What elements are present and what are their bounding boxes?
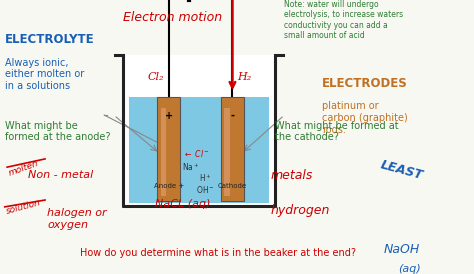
Text: NaOH: NaOH <box>384 243 420 256</box>
Text: metals: metals <box>270 169 312 182</box>
Text: How do you determine what is in the beaker at the end?: How do you determine what is in the beak… <box>80 249 356 258</box>
Text: H₂: H₂ <box>237 72 251 82</box>
Text: -: - <box>230 111 235 121</box>
Bar <box>157 97 180 201</box>
Text: solution: solution <box>5 198 42 216</box>
Bar <box>225 108 230 196</box>
Text: (aq): (aq) <box>398 264 421 273</box>
Text: molten: molten <box>7 159 40 178</box>
Text: OH$^-$: OH$^-$ <box>196 184 215 195</box>
Text: Cl₂: Cl₂ <box>147 72 164 82</box>
Bar <box>221 97 244 201</box>
Text: What might be
formed at the anode?: What might be formed at the anode? <box>5 121 110 142</box>
Text: LEAST: LEAST <box>379 158 425 182</box>
Text: What might be formed at
the cathode?: What might be formed at the cathode? <box>275 121 399 142</box>
Text: Cathode: Cathode <box>218 183 247 189</box>
Text: ELECTROLYTE: ELECTROLYTE <box>5 33 94 46</box>
Text: +: + <box>164 111 173 121</box>
Polygon shape <box>129 97 269 203</box>
Text: platinum or
carbon (graphite)
rods.: platinum or carbon (graphite) rods. <box>322 101 408 135</box>
Polygon shape <box>123 55 275 206</box>
Text: $\leftarrow$ Cl$^-$: $\leftarrow$ Cl$^-$ <box>182 148 209 159</box>
Text: hydrogen: hydrogen <box>270 204 329 218</box>
Text: H$^+$: H$^+$ <box>199 172 212 184</box>
Text: Always ionic,
either molten or
in a solutions: Always ionic, either molten or in a solu… <box>5 58 84 91</box>
Text: Electron motion: Electron motion <box>123 11 223 24</box>
Text: halogen or
oxygen: halogen or oxygen <box>47 209 107 230</box>
Text: Anode +: Anode + <box>154 183 184 189</box>
Text: Note: water will undergo
electrolysis, to increase waters
conductivity you can a: Note: water will undergo electrolysis, t… <box>284 0 403 40</box>
Text: Na$^+$: Na$^+$ <box>182 161 200 173</box>
Bar <box>161 108 166 196</box>
Text: NaCL (aq): NaCL (aq) <box>155 199 210 209</box>
Text: ELECTRODES: ELECTRODES <box>322 77 408 90</box>
Text: Non - metal: Non - metal <box>28 170 94 180</box>
